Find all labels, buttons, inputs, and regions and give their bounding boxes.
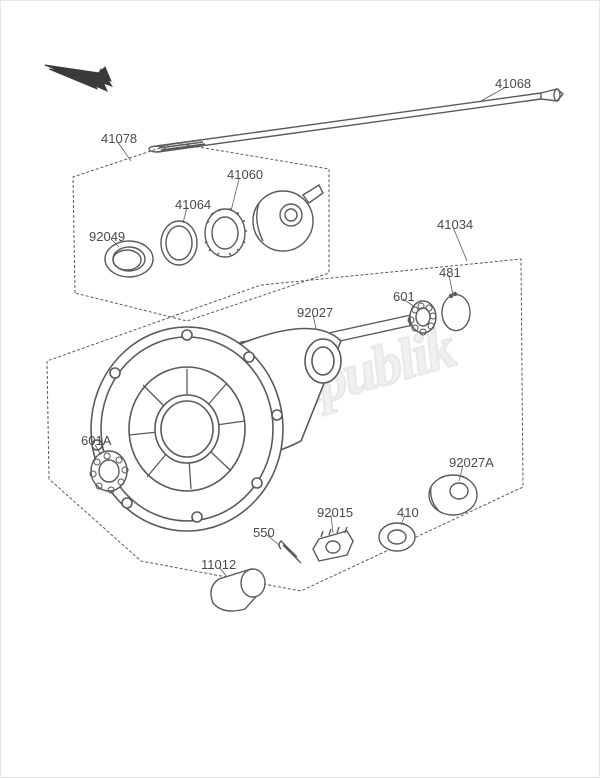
label-410: 410: [397, 505, 419, 520]
label-550: 550: [253, 525, 275, 540]
hub: [91, 327, 341, 531]
label-41068: 41068: [495, 76, 531, 91]
label-481: 481: [439, 265, 461, 280]
ring-41064: [161, 207, 197, 265]
label-41060: 41060: [227, 167, 263, 182]
label-41034: 41034: [437, 217, 473, 232]
parts-diagram: [1, 1, 600, 779]
axle-cap: [211, 567, 265, 611]
circlip: [442, 275, 470, 331]
seal-ring: [105, 239, 153, 277]
collar: [429, 465, 477, 515]
label-92027: 92027: [297, 305, 333, 320]
castle-nut: [313, 515, 353, 561]
washer: [379, 515, 415, 551]
label-601: 601: [393, 289, 415, 304]
label-11012: 11012: [201, 557, 236, 572]
axle-bolt: [149, 87, 563, 152]
label-92015: 92015: [317, 505, 353, 520]
direction-arrow: [45, 63, 113, 87]
speedo-housing: [253, 185, 323, 251]
gear-drive: [205, 179, 247, 257]
label-41078: 41078: [101, 131, 137, 146]
bearing-601: [403, 299, 436, 335]
label-92027A: 92027A: [449, 455, 494, 470]
label-601A: 601A: [81, 433, 111, 448]
label-92049: 92049: [89, 229, 125, 244]
diagram-container: PartsRepublik: [0, 0, 600, 778]
label-41064: 41064: [175, 197, 211, 212]
